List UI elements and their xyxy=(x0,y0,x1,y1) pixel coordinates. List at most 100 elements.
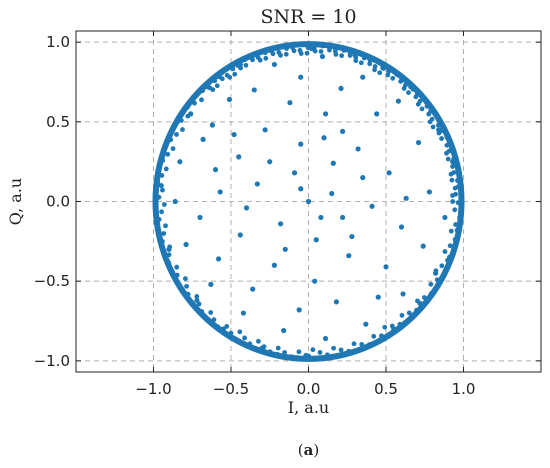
ring-point-114 xyxy=(406,310,412,316)
ring-point-11 xyxy=(430,124,436,130)
ring-point-132 xyxy=(450,193,455,198)
ring-point-146 xyxy=(415,101,421,107)
ring-point-69 xyxy=(163,223,168,229)
x-axis-label: I, a.u xyxy=(288,398,329,417)
ring-point-59 xyxy=(165,151,171,157)
y-tick-label-0: −1.0 xyxy=(34,352,70,370)
data-point-0-82 xyxy=(321,135,327,141)
ring-point-134 xyxy=(455,178,460,183)
data-point-0-25 xyxy=(208,281,214,287)
ring-point-93 xyxy=(267,349,273,355)
ring-point-101 xyxy=(325,352,330,358)
ring-point-68 xyxy=(156,216,162,222)
ring-point-179 xyxy=(210,87,216,93)
data-point-0-16 xyxy=(395,98,401,104)
ring-point-56 xyxy=(174,132,179,137)
data-point-0-54 xyxy=(251,87,257,93)
data-point-0-9 xyxy=(237,232,243,238)
ring-point-58 xyxy=(170,146,176,151)
ring-point-3 xyxy=(449,177,455,183)
ring-point-75 xyxy=(174,264,180,270)
data-point-0-12 xyxy=(226,96,233,103)
unit-circle xyxy=(152,41,465,362)
ring-point-76 xyxy=(174,272,180,278)
ring-point-145 xyxy=(424,103,430,109)
ring-point-173 xyxy=(242,57,248,63)
ring-point-156 xyxy=(361,55,367,61)
ring-point-111 xyxy=(389,323,395,329)
ring-point-130 xyxy=(452,207,458,213)
panel-label-close: ) xyxy=(313,441,319,459)
ring-point-53 xyxy=(185,113,191,119)
ring-point-110 xyxy=(382,324,388,330)
ring-point-136 xyxy=(450,164,455,169)
data-point-0-72 xyxy=(194,297,200,303)
x-tick-label-0: −1.0 xyxy=(135,380,171,398)
ring-point-122 xyxy=(439,263,445,269)
ring-point-142 xyxy=(435,122,441,128)
ring-point-17 xyxy=(406,90,411,95)
ring-point-108 xyxy=(371,333,377,339)
ring-point-49 xyxy=(200,88,205,94)
data-point-0-86 xyxy=(298,186,304,192)
y-tick-label-2: 0.0 xyxy=(46,193,70,211)
ring-point-163 xyxy=(312,48,318,54)
ring-point-33 xyxy=(304,50,310,56)
data-point-0-0 xyxy=(305,198,312,205)
chart-title: SNR = 10 xyxy=(260,6,356,28)
ring-point-135 xyxy=(448,171,454,177)
ring-point-106 xyxy=(359,341,365,347)
ring-point-124 xyxy=(442,249,448,254)
data-point-0-83 xyxy=(267,159,273,165)
ring-point-149 xyxy=(401,86,407,91)
data-point-0-28 xyxy=(177,159,183,165)
data-point-0-2 xyxy=(287,100,293,106)
ring-point-14 xyxy=(419,106,425,112)
ring-point-125 xyxy=(447,243,453,249)
ring-point-77 xyxy=(182,276,188,282)
ring-point-141 xyxy=(436,130,442,136)
data-point-0-18 xyxy=(426,189,432,195)
data-point-0-24 xyxy=(240,310,246,316)
ring-point-73 xyxy=(166,252,172,258)
panel-label-letter: a xyxy=(304,441,314,459)
ring-point-66 xyxy=(161,202,167,207)
ring-point-80 xyxy=(194,294,200,299)
ring-point-120 xyxy=(434,277,440,283)
ring-point-92 xyxy=(261,344,267,350)
data-point-0-40 xyxy=(216,256,222,262)
ring-point-100 xyxy=(317,350,323,355)
ring-band xyxy=(152,41,465,362)
data-point-0-47 xyxy=(298,141,304,147)
y-axis-label: Q, a.u xyxy=(6,178,25,225)
ring-point-121 xyxy=(433,268,439,274)
ring-point-28 xyxy=(339,53,345,59)
panel-label: (a) xyxy=(298,441,319,459)
ring-point-44 xyxy=(232,71,238,77)
data-point-0-3 xyxy=(322,111,329,117)
ring-point-82 xyxy=(199,309,205,314)
ring-point-0 xyxy=(450,199,456,204)
ring-point-74 xyxy=(166,260,172,266)
data-point-0-17 xyxy=(415,139,422,146)
ring-point-138 xyxy=(444,150,449,156)
ring-point-70 xyxy=(161,231,167,236)
ring-point-155 xyxy=(367,61,373,67)
ring-point-140 xyxy=(444,134,450,140)
data-point-0-33 xyxy=(330,160,336,166)
ring-point-153 xyxy=(380,65,386,71)
ring-point-171 xyxy=(257,57,263,63)
ring-point-60 xyxy=(160,158,166,163)
data-point-0-89 xyxy=(375,294,381,300)
ring-point-168 xyxy=(278,52,283,58)
data-point-0-49 xyxy=(340,128,346,134)
ring-point-175 xyxy=(230,66,236,72)
ring-point-22 xyxy=(377,70,383,76)
y-tick-label-1: −0.5 xyxy=(34,272,70,290)
data-point-0-34 xyxy=(386,170,392,176)
ring-point-51 xyxy=(192,100,197,106)
data-point-0-4 xyxy=(355,146,361,152)
ring-point-25 xyxy=(358,60,364,66)
ring-point-96 xyxy=(288,354,294,360)
data-point-0-85 xyxy=(349,233,355,240)
